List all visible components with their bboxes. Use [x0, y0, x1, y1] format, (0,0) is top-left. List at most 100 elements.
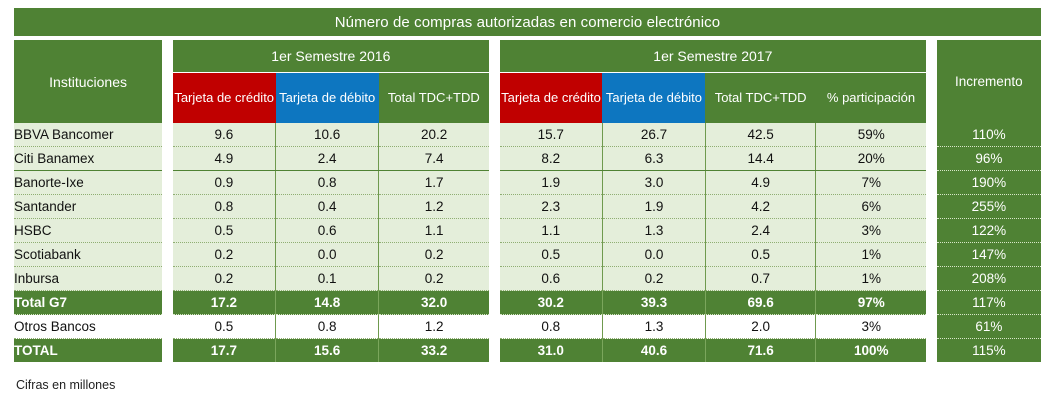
cell-increment: 208%	[936, 266, 1041, 291]
cell-2016-total: 1.1	[378, 218, 489, 243]
header-2016-total-tdc-tdd: Total TDC+TDD	[378, 72, 489, 123]
gap-cell	[926, 170, 937, 195]
gap-cell	[926, 242, 937, 267]
cell-2016-debit: 0.8	[275, 314, 379, 339]
cell-2017-debit: 6.3	[601, 146, 706, 171]
cell-2017-credit: 0.6	[499, 266, 603, 291]
gap-cell	[489, 290, 500, 315]
gap-cell	[926, 146, 937, 171]
table-row: Inbursa 0.2 0.1 0.2 0.6 0.2 0.7 1% 208%	[14, 266, 1041, 291]
gap-cell	[926, 194, 937, 219]
cell-2016-credit: 0.2	[172, 266, 276, 291]
cell-2017-credit: 0.5	[499, 242, 603, 267]
data-table-wrapper: Número de compras autorizadas en comerci…	[14, 8, 1041, 362]
header-semestre-2016: 1er Semestre 2016	[172, 40, 489, 73]
gap-cell	[489, 338, 500, 362]
header-2016-tarjeta-credito: Tarjeta de crédito	[172, 72, 276, 123]
gap-cell	[162, 123, 173, 147]
cell-increment: 96%	[936, 146, 1041, 171]
cell-2016-total: 32.0	[378, 290, 489, 315]
cell-2017-debit: 39.3	[601, 290, 706, 315]
cell-increment: 122%	[936, 218, 1041, 243]
cell-2017-credit: 30.2	[499, 290, 603, 315]
cell-2017-credit: 0.8	[499, 314, 603, 339]
title-gap-row	[14, 36, 1041, 40]
cell-2017-participation: 59%	[815, 123, 927, 147]
page-title: Número de compras autorizadas en comerci…	[14, 8, 1041, 36]
gap-cell	[489, 242, 500, 267]
table-row: Scotiabank 0.2 0.0 0.2 0.5 0.0 0.5 1% 147%	[14, 242, 1041, 267]
table-row: Otros Bancos 0.5 0.8 1.2 0.8 1.3 2.0 3% 61%	[14, 314, 1041, 339]
cell-2017-participation: 7%	[815, 170, 927, 195]
cell-2016-total: 33.2	[378, 338, 489, 362]
cell-institution: Santander	[14, 194, 163, 219]
cell-2017-debit: 40.6	[601, 338, 706, 362]
cell-2017-credit: 1.1	[499, 218, 603, 243]
cell-2016-total: 1.2	[378, 194, 489, 219]
cell-2017-total: 14.4	[704, 146, 816, 171]
table-row: HSBC 0.5 0.6 1.1 1.1 1.3 2.4 3% 122%	[14, 218, 1041, 243]
gap-cell	[489, 170, 500, 195]
table-row: TOTAL 17.7 15.6 33.2 31.0 40.6 71.6 100% 115%	[14, 338, 1041, 362]
cell-2016-credit: 9.6	[172, 123, 276, 147]
table-row: Total G7 17.2 14.8 32.0 30.2 39.3 69.6 97% 117%	[14, 290, 1041, 315]
cell-2016-debit: 0.1	[275, 266, 379, 291]
cell-increment: 190%	[936, 170, 1041, 195]
cell-2016-credit: 0.9	[172, 170, 276, 195]
cell-increment: 110%	[936, 123, 1041, 147]
cell-2017-participation: 1%	[815, 242, 927, 267]
cell-2017-participation: 97%	[815, 290, 927, 315]
cell-2017-debit: 1.9	[601, 194, 706, 219]
cell-2016-credit: 17.2	[172, 290, 276, 315]
cell-2016-credit: 0.2	[172, 242, 276, 267]
cell-2017-participation: 3%	[815, 218, 927, 243]
gap-cell	[14, 36, 1041, 40]
cell-increment: 115%	[936, 338, 1041, 362]
cell-2017-total: 4.9	[704, 170, 816, 195]
gap-cell	[926, 218, 937, 243]
cell-institution: BBVA Bancomer	[14, 123, 163, 147]
header-2017-tarjeta-debito: Tarjeta de débito	[602, 72, 706, 123]
table-title-row: Número de compras autorizadas en comerci…	[14, 8, 1041, 36]
cell-institution: Total G7	[14, 290, 163, 315]
gap-cell	[162, 338, 173, 362]
table-row: BBVA Bancomer 9.6 10.6 20.2 15.7 26.7 42.5 59% 1…	[14, 123, 1041, 147]
cell-2017-participation: 1%	[815, 266, 927, 291]
cell-2017-credit: 8.2	[499, 146, 603, 171]
gap-cell	[162, 218, 173, 243]
cell-2016-debit: 0.6	[275, 218, 379, 243]
cell-2016-debit: 10.6	[275, 123, 379, 147]
cell-2017-debit: 26.7	[601, 123, 706, 147]
cell-2017-total: 0.5	[704, 242, 816, 267]
gap-cell	[489, 194, 500, 219]
gap-cell	[489, 266, 500, 291]
header-semestre-2017: 1er Semestre 2017	[499, 40, 927, 73]
cell-institution: Otros Bancos	[14, 314, 163, 339]
cell-institution: HSBC	[14, 218, 163, 243]
cell-2017-total: 4.2	[704, 194, 816, 219]
cell-2017-credit: 2.3	[499, 194, 603, 219]
gap-cell	[489, 123, 500, 147]
gap-cell	[162, 194, 173, 219]
cell-2017-credit: 31.0	[499, 338, 603, 362]
cell-2016-debit: 0.0	[275, 242, 379, 267]
cell-2017-debit: 0.0	[601, 242, 706, 267]
cell-2017-participation: 20%	[815, 146, 927, 171]
cell-2016-debit: 2.4	[275, 146, 379, 171]
gap-cell	[926, 40, 937, 123]
header-2017-tarjeta-credito: Tarjeta de crédito	[499, 72, 603, 123]
cell-2017-participation: 3%	[815, 314, 927, 339]
table-row: Santander 0.8 0.4 1.2 2.3 1.9 4.2 6% 255%	[14, 194, 1041, 219]
cell-2016-credit: 4.9	[172, 146, 276, 171]
cell-2016-credit: 17.7	[172, 338, 276, 362]
gap-cell	[926, 123, 937, 147]
footnote-cifras: Cifras en millones	[16, 378, 116, 392]
gap-cell	[926, 290, 937, 315]
ecommerce-purchases-table: Número de compras autorizadas en comerci…	[14, 8, 1041, 362]
cell-institution: Scotiabank	[14, 242, 163, 267]
gap-cell	[926, 314, 937, 339]
cell-increment: 61%	[936, 314, 1041, 339]
cell-2016-debit: 0.8	[275, 170, 379, 195]
gap-cell	[489, 146, 500, 171]
